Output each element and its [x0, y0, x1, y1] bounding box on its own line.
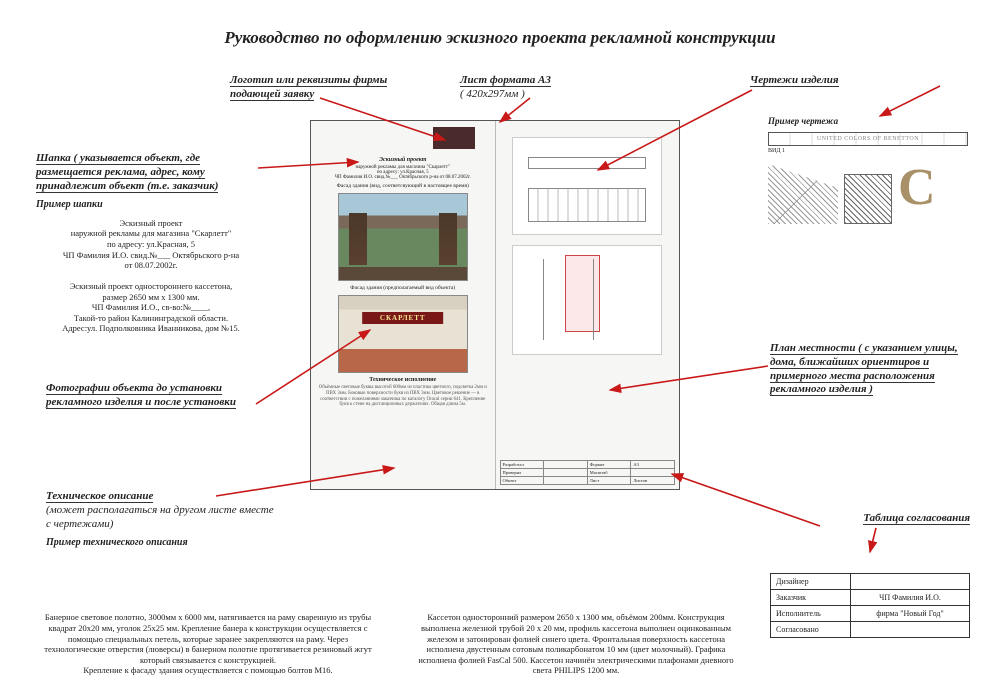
sheet-left-page: Эскизный проект наружной рекламы для маг…	[311, 121, 496, 489]
bottom-text: Банерное световое полотно, 3000мм х 6000…	[44, 612, 740, 676]
drawing-hatch	[844, 174, 892, 224]
drawing-view-label: ВИД 1	[768, 148, 968, 154]
sheet-header: Эскизный проект	[317, 157, 489, 163]
tech-heading: Техническое исполнение	[317, 377, 489, 383]
drawing-example-label: Пример чертежа	[768, 116, 968, 126]
page-title: Руководство по оформлению эскизного прое…	[0, 28, 1000, 48]
callout-format: Лист формата А3 ( 420х297мм )	[460, 74, 600, 102]
approval-table: Дизайнер ЗаказчикЧП Фамилия И.О. Исполни…	[770, 573, 970, 638]
a3-sheet: Эскизный проект наружной рекламы для маг…	[310, 120, 680, 490]
sheet-subheader: наружной рекламы для магазина "Скарлетт"…	[317, 165, 489, 180]
photo-after	[338, 295, 468, 373]
drawing-sign-bar: UNITED COLORS OF BENETTON	[768, 132, 968, 146]
sheet-right-page: РазработалФорматА3 ПроверилМасштаб Объек…	[496, 121, 680, 489]
photo-caption-after: Фасад здания (предполагаемый вид объекта…	[317, 285, 489, 291]
bottom-col-2: Кассетон односторонний размером 2650 х 1…	[412, 612, 740, 676]
facade-drawing	[512, 137, 662, 235]
company-logo	[433, 127, 475, 149]
drawing-example: Пример чертежа UNITED COLORS OF BENETTON…	[768, 116, 968, 266]
photo-before	[338, 193, 468, 281]
callout-logo: Логотип или реквизиты фирмы подающей зая…	[230, 74, 400, 102]
callout-shapka: Шапка ( указывается объект, где размещае…	[36, 152, 266, 334]
drawing-letter-c: С	[898, 166, 940, 224]
photo-caption-before: Фасад здания (вид, соответсвующий в наст…	[317, 183, 489, 189]
title-block: РазработалФорматА3 ПроверилМасштаб Объек…	[500, 460, 676, 485]
drawing-side-view	[768, 164, 838, 224]
callout-drawings: Чертежи изделия	[750, 74, 900, 88]
callout-photo: Фотографии объекта до установки рекламно…	[46, 382, 256, 410]
tech-text: Объёмные световые буквы высотой 600мм из…	[317, 385, 489, 408]
callout-tech: Техническое описание (может располагатьс…	[46, 490, 276, 550]
callout-plan: План местности ( с указанием улицы, дома…	[770, 342, 980, 397]
location-plan	[512, 245, 662, 355]
callout-table: Таблица согласования	[800, 512, 970, 526]
bottom-col-1: Банерное световое полотно, 3000мм х 6000…	[44, 612, 372, 676]
